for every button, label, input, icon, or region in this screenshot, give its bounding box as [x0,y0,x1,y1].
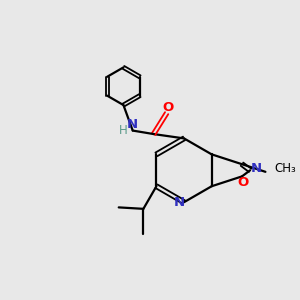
Text: N: N [251,162,262,175]
Text: O: O [237,176,248,189]
Text: CH₃: CH₃ [274,162,296,175]
Text: N: N [127,118,138,131]
Text: H: H [119,124,128,137]
Text: O: O [163,101,174,114]
Text: N: N [174,196,185,209]
